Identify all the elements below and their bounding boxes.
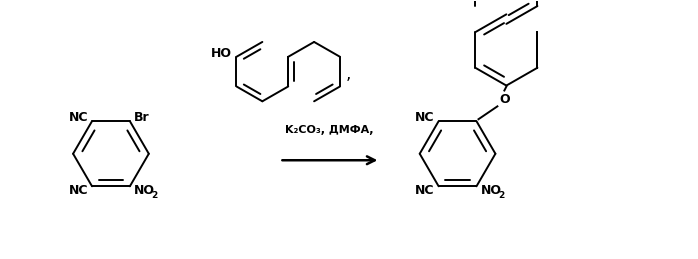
Text: NC: NC [68, 184, 88, 197]
Text: 2: 2 [498, 191, 504, 200]
Text: NC: NC [415, 184, 435, 197]
Text: NO: NO [134, 184, 155, 197]
Text: K₂CO₃, ДМФА,: K₂CO₃, ДМФА, [285, 125, 374, 134]
Text: NO: NO [480, 184, 501, 197]
Text: O: O [499, 93, 510, 106]
Text: ,: , [346, 64, 351, 83]
Text: NC: NC [415, 111, 435, 124]
Text: Br: Br [134, 111, 149, 124]
Text: 2: 2 [151, 191, 158, 200]
Text: NC: NC [68, 111, 88, 124]
Text: HO: HO [211, 47, 232, 60]
